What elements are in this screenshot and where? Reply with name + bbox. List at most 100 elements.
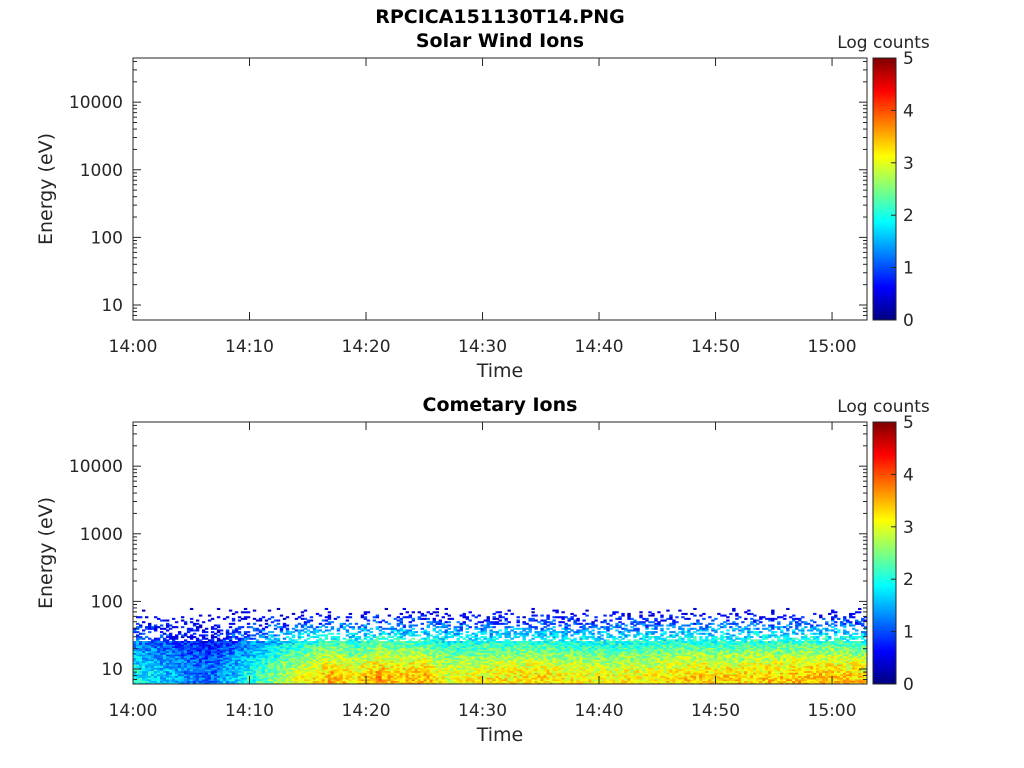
heatmap-cell: [468, 655, 472, 658]
heatmap-cell: [462, 612, 466, 615]
heatmap-cell: [420, 645, 425, 649]
heatmap-cell: [465, 680, 469, 683]
heatmap-cell: [228, 674, 233, 677]
heatmap-cell: [219, 649, 224, 652]
heatmap-cell: [486, 621, 490, 624]
heatmap-cell: [420, 622, 425, 625]
heatmap-cell: [417, 649, 422, 652]
heatmap-cell: [522, 660, 526, 663]
heatmap-cell: [429, 669, 433, 672]
heatmap-cell: [180, 647, 185, 650]
heatmap-cell: [357, 644, 362, 647]
heatmap-cell: [189, 682, 194, 684]
heatmap-cell: [363, 667, 368, 670]
heatmap-cell: [162, 639, 167, 642]
heatmap-cell: [342, 680, 347, 683]
heatmap-cell: [159, 641, 164, 644]
heatmap-cell: [528, 654, 532, 657]
heatmap-cell: [234, 611, 239, 614]
heatmap-cell: [261, 641, 266, 644]
heatmap-cell: [219, 679, 224, 682]
heatmap-cell: [354, 655, 359, 658]
heatmap-cell: [525, 660, 529, 663]
heatmap-cell: [372, 679, 377, 682]
heatmap-cell: [330, 657, 335, 660]
heatmap-cell: [165, 654, 170, 657]
heatmap-cell: [516, 657, 520, 660]
heatmap-cell: [396, 674, 401, 677]
heatmap-cell: [234, 667, 239, 670]
heatmap-cell: [270, 652, 275, 655]
heatmap-cell: [189, 637, 194, 640]
heatmap-cell: [522, 652, 526, 655]
heatmap-cell: [309, 655, 314, 658]
heatmap-cell: [564, 672, 568, 675]
heatmap-cell: [136, 642, 140, 645]
heatmap-cell: [153, 645, 158, 649]
heatmap-cell: [390, 664, 395, 667]
heatmap-cell: [342, 642, 347, 645]
heatmap-cell: [534, 647, 538, 650]
heatmap-cell: [183, 674, 188, 677]
heatmap-cell: [279, 629, 284, 632]
heatmap-cell: [336, 679, 341, 682]
heatmap-cell: [156, 626, 161, 629]
heatmap-cell: [306, 632, 311, 635]
heatmap-cell: [447, 659, 451, 662]
heatmap-cell: [552, 660, 556, 663]
heatmap-cell: [162, 669, 167, 672]
heatmap-cell: [573, 641, 577, 644]
heatmap-cell: [462, 645, 466, 649]
heatmap-cell: [444, 636, 448, 639]
heatmap-cell: [372, 665, 377, 668]
heatmap-cell: [336, 616, 341, 619]
heatmap-cell: [234, 637, 239, 640]
heatmap-cell: [222, 650, 227, 653]
heatmap-cell: [468, 644, 472, 647]
heatmap-cell: [165, 655, 170, 658]
heatmap-cell: [363, 654, 368, 657]
heatmap-cell: [264, 626, 269, 629]
heatmap-cell: [447, 672, 451, 675]
heatmap-cell: [402, 624, 407, 627]
heatmap-cell: [177, 677, 182, 680]
heatmap-cell: [417, 659, 422, 662]
heatmap-cell: [342, 677, 347, 680]
heatmap-cell: [168, 636, 173, 639]
heatmap-cell: [174, 657, 179, 660]
heatmap-cell: [378, 667, 383, 670]
heatmap-cell: [165, 636, 170, 639]
heatmap-cell: [345, 660, 350, 663]
heatmap-cell: [174, 644, 179, 647]
heatmap-cell: [492, 621, 496, 624]
heatmap-cell: [270, 682, 275, 684]
heatmap-cell: [567, 652, 571, 655]
heatmap-cell: [321, 665, 326, 668]
heatmap-cell: [297, 669, 302, 672]
heatmap-cell: [513, 667, 517, 670]
heatmap-cell: [450, 662, 454, 665]
heatmap-cell: [258, 670, 263, 673]
heatmap-cell: [489, 662, 493, 665]
heatmap-cell: [156, 647, 161, 650]
heatmap-cell: [456, 680, 460, 683]
heatmap-cell: [303, 664, 308, 667]
heatmap-cell: [516, 645, 520, 649]
heatmap-cell: [468, 659, 472, 662]
heatmap-cell: [426, 617, 430, 620]
heatmap-cell: [402, 682, 407, 684]
heatmap-cell: [540, 634, 544, 637]
heatmap-cell: [372, 634, 377, 637]
heatmap-cell: [333, 675, 338, 678]
heatmap-cell: [525, 664, 529, 667]
heatmap-cell: [537, 631, 541, 634]
heatmap-cell: [552, 670, 556, 673]
heatmap-cell: [363, 670, 368, 673]
heatmap-cell: [276, 670, 281, 673]
heatmap-cell: [255, 659, 260, 662]
heatmap-cell: [246, 631, 251, 634]
heatmap-cell: [381, 682, 386, 684]
heatmap-cell: [477, 679, 481, 682]
heatmap-cell: [441, 639, 445, 642]
heatmap-cell: [510, 675, 514, 678]
